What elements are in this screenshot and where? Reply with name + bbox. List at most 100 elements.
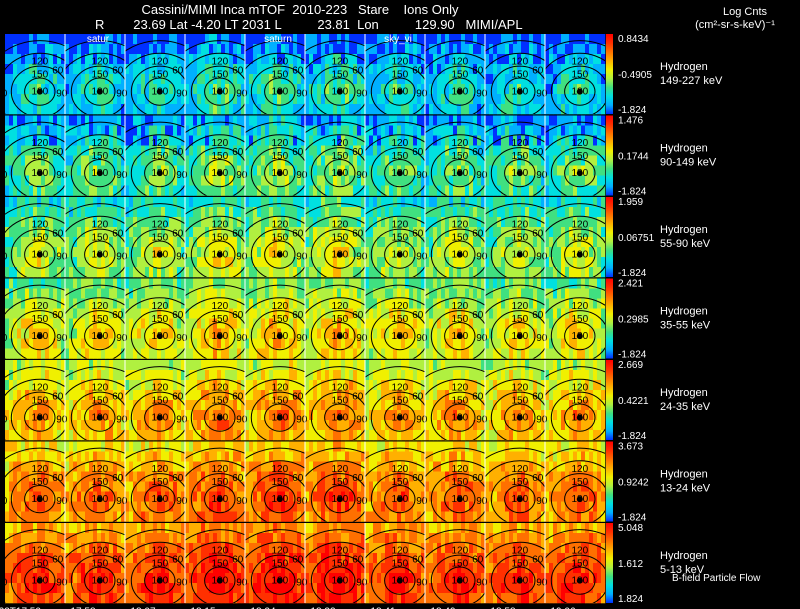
heatmap-cell — [437, 207, 442, 218]
heatmap-cell — [517, 74, 522, 85]
heatmap-cell — [393, 54, 398, 65]
heatmap-cell — [493, 44, 498, 55]
heatmap-cell — [81, 207, 86, 218]
heatmap-cell — [201, 257, 206, 268]
heatmap-cell — [285, 135, 290, 146]
heatmap-cell — [377, 155, 382, 166]
heatmap-cell — [313, 328, 318, 339]
heatmap-cell — [97, 125, 102, 136]
heatmap-cell — [77, 115, 82, 126]
heatmap-cell — [297, 115, 302, 126]
heatmap-cell — [185, 318, 190, 329]
heatmap-cell — [177, 175, 182, 186]
heatmap-cell — [249, 44, 254, 55]
heatmap-cell — [521, 125, 526, 136]
heatmap-cell — [81, 64, 86, 75]
heatmap-cell — [281, 104, 286, 115]
heatmap-cell — [325, 34, 330, 45]
heatmap-cell — [369, 34, 374, 45]
heatmap-cell — [481, 34, 486, 45]
heatmap-cell — [593, 115, 598, 126]
heatmap-cell — [229, 74, 234, 85]
heatmap-cell — [365, 278, 370, 289]
heatmap-cell — [349, 145, 354, 156]
heatmap-cell — [437, 197, 442, 208]
heatmap-cell — [17, 165, 22, 176]
heatmap-cell — [477, 217, 482, 228]
heatmap-cell — [149, 64, 154, 75]
contour-label: 180 — [91, 168, 108, 179]
heatmap-cell — [213, 84, 218, 95]
heatmap-cell — [165, 145, 170, 156]
heatmap-cell — [429, 34, 434, 45]
heatmap-cell — [517, 185, 522, 196]
contour-line — [310, 65, 365, 114]
heatmap-cell — [381, 74, 386, 85]
heatmap-cell — [41, 185, 46, 196]
contour-line — [65, 40, 125, 52]
heatmap-cell — [477, 165, 482, 176]
heatmap-cell — [285, 34, 290, 45]
heatmap-cell — [333, 155, 338, 166]
heatmap-cell — [333, 207, 338, 218]
heatmap-cell — [21, 338, 26, 349]
heatmap-cell — [357, 217, 362, 228]
heatmap-cell — [313, 165, 318, 176]
heatmap-cell — [289, 278, 294, 289]
heatmap-cell — [161, 185, 166, 196]
heatmap-cell — [481, 104, 486, 115]
heatmap-cell — [133, 267, 138, 278]
heatmap-cell — [69, 155, 74, 166]
heatmap-cell — [137, 54, 142, 65]
heatmap-cell — [533, 54, 538, 65]
heatmap-cell — [197, 175, 202, 186]
heatmap-cell — [437, 165, 442, 176]
heatmap-cell — [569, 125, 574, 136]
contour-label: 150 — [391, 70, 408, 81]
heatmap-cell — [237, 115, 242, 126]
heatmap-cell — [245, 54, 250, 65]
heatmap-cell — [349, 64, 354, 75]
heatmap-cell — [77, 84, 82, 95]
heatmap-cell — [73, 175, 78, 186]
heatmap-cell — [105, 84, 110, 95]
heatmap-cell — [169, 207, 174, 218]
heatmap-cell — [541, 145, 546, 156]
heatmap-cell — [41, 94, 46, 105]
heatmap-cell — [565, 155, 570, 166]
heatmap-cell — [181, 165, 186, 176]
heatmap-cell — [21, 135, 26, 146]
contour-line — [185, 134, 245, 196]
heatmap-cell — [557, 115, 562, 126]
heatmap-cell — [389, 84, 394, 95]
heatmap-cell — [113, 64, 118, 75]
heatmap-cell — [541, 64, 546, 75]
heatmap-cell — [289, 175, 294, 186]
heatmap-cell — [329, 44, 334, 55]
heatmap-cell — [77, 145, 82, 156]
heatmap-cell — [249, 288, 254, 299]
heatmap-cell — [557, 135, 562, 146]
heatmap-cell — [321, 165, 326, 176]
heatmap-cell — [417, 175, 422, 186]
heatmap-cell — [417, 54, 422, 65]
heatmap-cell — [405, 278, 410, 289]
heatmap-cell — [21, 94, 26, 105]
heatmap-cell — [305, 34, 310, 45]
heatmap-cell — [157, 175, 162, 186]
heatmap-cell — [193, 197, 198, 208]
heatmap-cell — [393, 34, 398, 45]
heatmap-cell — [377, 84, 382, 95]
heatmap-cell — [237, 175, 242, 186]
heatmap-cell — [237, 155, 242, 166]
heatmap-cell — [501, 227, 506, 238]
heatmap-cell — [601, 115, 606, 126]
heatmap-cell — [121, 84, 126, 95]
heatmap-cell — [145, 288, 150, 299]
heatmap-cell — [101, 44, 106, 55]
heatmap-cell — [129, 348, 134, 359]
heatmap-cell — [353, 145, 358, 156]
heatmap-cell — [441, 288, 446, 299]
heatmap-cell — [21, 308, 26, 319]
heatmap-cell — [309, 185, 314, 196]
